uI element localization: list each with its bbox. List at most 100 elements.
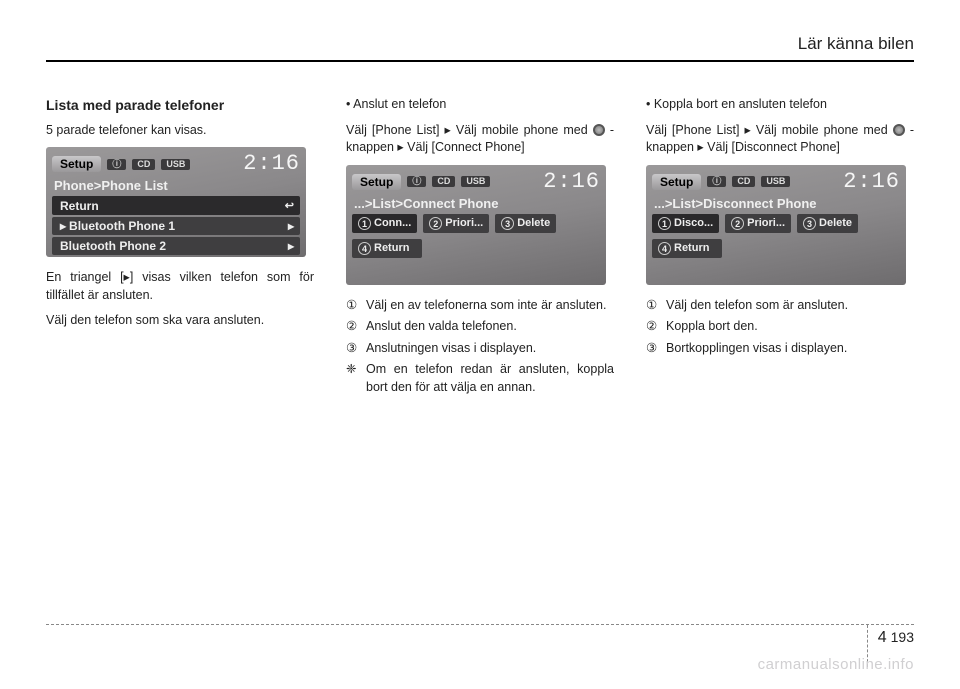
num-2-icon: 2 [429, 217, 442, 230]
step-3: ③ Anslutningen visas i displayen. [346, 340, 614, 358]
col2-instr-a: Välj [Phone List] ▸ Välj mobile phone me… [346, 123, 588, 137]
screen-connect-phone: Setup ⓘ CD USB 2:16 ...>List>Connect Pho… [346, 165, 606, 285]
num-1-icon: ① [646, 297, 660, 315]
usb-icon: USB [461, 176, 490, 187]
step-note-text: Om en telefon redan är ansluten, koppla … [366, 361, 614, 396]
note-icon: ❈ [346, 361, 360, 396]
step-3-text: Anslutningen visas i displayen. [366, 340, 614, 358]
col3-instr-a: Välj [Phone List] ▸ Välj mobile phone me… [646, 123, 888, 137]
row-phone2-label: Bluetooth Phone 2 [60, 240, 166, 252]
step-1-text: Välj en av telefonerna som inte är anslu… [366, 297, 614, 315]
col1-title: Lista med parade telefoner [46, 96, 314, 116]
chevron-right-icon: ▸ [288, 240, 294, 252]
manual-page: Lär känna bilen Lista med parade telefon… [0, 0, 960, 689]
num-1-icon: 1 [658, 217, 671, 230]
knob-icon [893, 124, 905, 136]
num-4-icon: 4 [658, 242, 671, 255]
opt-disconnect-label: Disco... [674, 218, 713, 229]
num-2-icon: ② [346, 318, 360, 336]
info-icon: ⓘ [107, 159, 126, 170]
usb-icon: USB [761, 176, 790, 187]
usb-icon: USB [161, 159, 190, 170]
row-phone1-label: Bluetooth Phone 1 [60, 220, 175, 232]
num-3-icon: ③ [346, 340, 360, 358]
col1-note1: En triangel [▸] visas vilken telefon som… [46, 269, 314, 304]
return-icon [285, 199, 294, 212]
opt-connect: 1Conn... [352, 214, 417, 233]
step-3-text: Bortkopplingen visas i displayen. [666, 340, 914, 358]
row-phone2: Bluetooth Phone 2 ▸ [52, 237, 300, 255]
cd-icon: CD [132, 159, 155, 170]
col1-intro: 5 parade telefoner kan visas. [46, 122, 314, 140]
setup-button: Setup [52, 156, 101, 172]
info-icon: ⓘ [407, 176, 426, 187]
opt-priority: 2Priori... [423, 214, 489, 233]
opt-return-label: Return [674, 243, 709, 254]
cd-icon: CD [732, 176, 755, 187]
knob-icon [593, 124, 605, 136]
chevron-right-icon: ▸ [288, 220, 294, 232]
breadcrumb: Phone>Phone List [54, 179, 300, 192]
cd-icon: CD [432, 176, 455, 187]
col3-bullet-title: • Koppla bort en ansluten telefon [646, 96, 914, 114]
page-number-value: 193 [891, 629, 914, 645]
step-1-text: Välj den telefon som är ansluten. [666, 297, 914, 315]
page-number: 4193 [878, 629, 914, 647]
screen-topbar: Setup ⓘ CD USB 2:16 [652, 171, 900, 193]
opt-delete-label: Delete [819, 218, 852, 229]
step-note: ❈Om en telefon redan är ansluten, koppla… [346, 361, 614, 396]
section-header: Lär känna bilen [798, 34, 914, 54]
screen-phone-list: Setup ⓘ CD USB 2:16 Phone>Phone List Ret… [46, 147, 306, 257]
col2-instruction: Välj [Phone List] ▸ Välj mobile phone me… [346, 122, 614, 157]
num-1-icon: ① [346, 297, 360, 315]
opt-priority-label: Priori... [445, 218, 483, 229]
column-2: • Anslut en telefon Välj [Phone List] ▸ … [346, 96, 614, 400]
row-return: Return [52, 196, 300, 215]
step-2-text: Koppla bort den. [666, 318, 914, 336]
num-4-icon: 4 [358, 242, 371, 255]
num-1-icon: 1 [358, 217, 371, 230]
opt-delete: 3Delete [495, 214, 556, 233]
row-phone1: Bluetooth Phone 1 ▸ [52, 217, 300, 235]
setup-button: Setup [352, 174, 401, 190]
breadcrumb: ...>List>Disconnect Phone [654, 197, 900, 210]
step-2: ② Koppla bort den. [646, 318, 914, 336]
opt-disconnect: 1Disco... [652, 214, 719, 233]
step-1: ① Välj den telefon som är ansluten. [646, 297, 914, 315]
screen-topbar: Setup ⓘ CD USB 2:16 [352, 171, 600, 193]
clock-display: 2:16 [243, 153, 300, 175]
num-2-icon: ② [646, 318, 660, 336]
screen-topbar: Setup ⓘ CD USB 2:16 [52, 153, 300, 175]
opt-priority-label: Priori... [747, 218, 785, 229]
clock-display: 2:16 [843, 171, 900, 193]
option-grid: 1Disco... 2Priori... 3Delete 4Return [652, 214, 900, 260]
step-1: ① Välj en av telefonerna som inte är ansl… [346, 297, 614, 315]
num-2-icon: 2 [731, 217, 744, 230]
col2-bullet-title: • Anslut en telefon [346, 96, 614, 114]
breadcrumb: ...>List>Connect Phone [354, 197, 600, 210]
num-3-icon: 3 [501, 217, 514, 230]
col3-instruction: Välj [Phone List] ▸ Välj mobile phone me… [646, 122, 914, 157]
opt-priority: 2Priori... [725, 214, 791, 233]
watermark: carmanualsonline.info [758, 656, 914, 673]
opt-delete: 3Delete [797, 214, 858, 233]
chapter-number: 4 [878, 629, 887, 646]
column-3: • Koppla bort en ansluten telefon Välj [… [646, 96, 914, 400]
num-3-icon: ③ [646, 340, 660, 358]
row-return-label: Return [60, 200, 99, 212]
clock-display: 2:16 [543, 171, 600, 193]
opt-return: 4Return [652, 239, 722, 258]
opt-return: 4Return [352, 239, 422, 258]
opt-return-label: Return [374, 243, 409, 254]
footer-rule [46, 624, 914, 625]
option-grid: 1Conn... 2Priori... 3Delete 4Return [352, 214, 600, 260]
step-2: ② Anslut den valda telefonen. [346, 318, 614, 336]
content-columns: Lista med parade telefoner 5 parade tele… [46, 96, 914, 400]
screen-disconnect-phone: Setup ⓘ CD USB 2:16 ...>List>Disconnect … [646, 165, 906, 285]
opt-connect-label: Conn... [374, 218, 411, 229]
info-icon: ⓘ [707, 176, 726, 187]
setup-button: Setup [652, 174, 701, 190]
header-rule [46, 60, 914, 62]
num-3-icon: 3 [803, 217, 816, 230]
step-2-text: Anslut den valda telefonen. [366, 318, 614, 336]
